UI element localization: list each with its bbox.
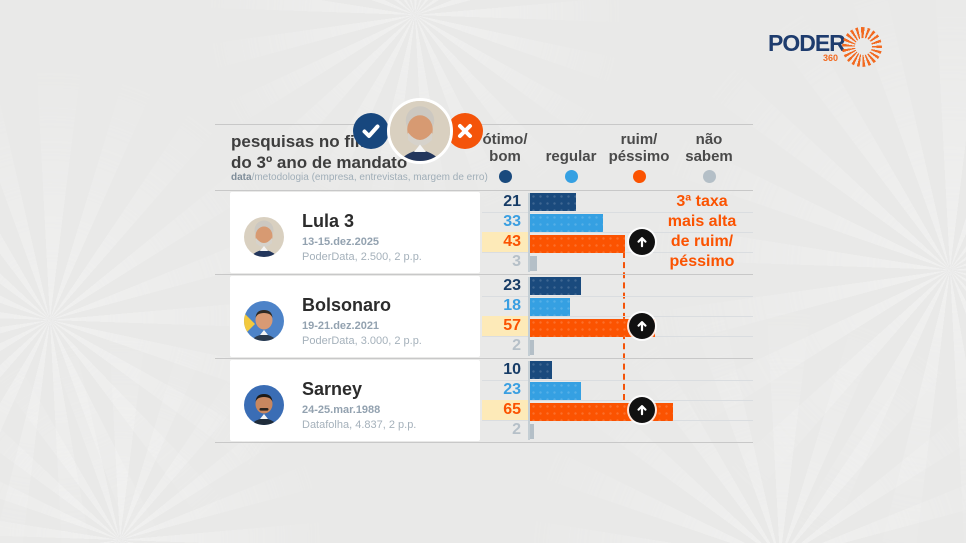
poll-methodology: PoderData, 2.500, 2 p.p. [302, 251, 422, 263]
bar-group [530, 276, 656, 360]
value-regular: 18 [503, 297, 521, 314]
president-name: Bolsonaro [302, 295, 392, 315]
value-otimo-bom: 10 [503, 361, 521, 378]
value-nao-sabem: 2 [512, 421, 521, 438]
value-ruim-pessimo: 57 [482, 316, 528, 336]
bar-regular [530, 382, 581, 400]
value-regular: 23 [503, 381, 521, 398]
bar-regular [530, 298, 570, 316]
bar-otimo-bom [530, 277, 581, 295]
president-card: Bolsonaro 19-21.dez.2021 PoderData, 3.00… [230, 276, 480, 357]
poll-methodology: Datafolha, 4.837, 2 p.p. [302, 419, 417, 431]
poll-row-bolsonaro: Bolsonaro 19-21.dez.2021 PoderData, 3.00… [215, 275, 753, 359]
methodology-caption: data/metodologia (empresa, entrevistas, … [231, 172, 488, 183]
poll-date: 24-25.mar.1988 [302, 404, 381, 416]
poll-methodology: PoderData, 3.000, 2 p.p. [302, 335, 422, 347]
legend-dot-nao-sabem [702, 170, 716, 183]
poll-row-sarney: Sarney 24-25.mar.1988 Datafolha, 4.837, … [215, 359, 753, 443]
bolsonaro-avatar [244, 301, 284, 341]
value-column: 10 23 65 2 [482, 360, 528, 440]
bar-regular [530, 214, 603, 232]
approve-check-icon [353, 113, 389, 149]
logo-wordmark: PODER [768, 30, 846, 56]
bar-axis [528, 277, 530, 356]
up-arrow-icon [629, 397, 655, 423]
bar-axis [528, 361, 530, 440]
legend-item-ruim-pessimo: ruim/péssimo [594, 131, 684, 183]
legend-dot-regular [564, 170, 578, 183]
bar-ruim-pessimo [530, 235, 625, 253]
logo-360-label: 360 [823, 53, 839, 63]
highest-rate-annotation: 3ª taxa mais alta de ruim/ péssimo [667, 193, 737, 270]
header-divider [215, 190, 753, 191]
value-ruim-pessimo: 65 [482, 400, 528, 420]
bar-group [530, 192, 625, 276]
bar-otimo-bom [530, 361, 552, 379]
legend-dot-ruim-pessimo [632, 170, 646, 183]
sunburst-icon [842, 27, 882, 67]
page-title: pesquisas no fim do 3º ano de mandato [231, 132, 408, 172]
poder360-logo: PODER 360 [768, 27, 898, 72]
poll-date: 19-21.dez.2021 [302, 320, 380, 332]
poll-date: 13-15.dez.2025 [302, 236, 380, 248]
bar-otimo-bom [530, 193, 577, 211]
lula-portrait-photo [387, 98, 453, 164]
bar-axis [528, 193, 530, 272]
lula-avatar [244, 217, 284, 257]
president-name: Lula 3 [302, 211, 355, 231]
poll-row-lula3: Lula 3 13-15.dez.2025 PoderData, 2.500, … [215, 191, 753, 275]
value-otimo-bom: 21 [503, 193, 521, 210]
value-column: 21 33 43 3 [482, 192, 528, 272]
value-column: 23 18 57 2 [482, 276, 528, 356]
up-arrow-icon [629, 229, 655, 255]
legend-item-nao-sabem: não sabem [664, 131, 754, 183]
bar-ruim-pessimo [530, 319, 656, 337]
president-name: Sarney [302, 379, 363, 399]
bar-nao-sabem [530, 340, 535, 355]
value-ruim-pessimo: 43 [482, 232, 528, 252]
poll-rows: Lula 3 13-15.dez.2025 PoderData, 2.500, … [215, 191, 753, 443]
top-divider [215, 124, 753, 125]
president-card: Sarney 24-25.mar.1988 Datafolha, 4.837, … [230, 360, 480, 441]
value-regular: 33 [503, 213, 521, 230]
legend-dot-otimo-bom [498, 170, 512, 183]
value-nao-sabem: 2 [512, 337, 521, 354]
value-otimo-bom: 23 [503, 277, 521, 294]
bar-nao-sabem [530, 424, 535, 439]
sarney-avatar [244, 385, 284, 425]
legend-item-regular: regular [526, 131, 616, 183]
legend-item-otimo-bom: ótimo/bom [460, 131, 550, 183]
value-nao-sabem: 3 [512, 253, 521, 270]
up-arrow-icon [629, 313, 655, 339]
disapprove-x-icon [447, 113, 483, 149]
bar-nao-sabem [530, 256, 537, 271]
president-card: Lula 3 13-15.dez.2025 PoderData, 2.500, … [230, 192, 480, 273]
